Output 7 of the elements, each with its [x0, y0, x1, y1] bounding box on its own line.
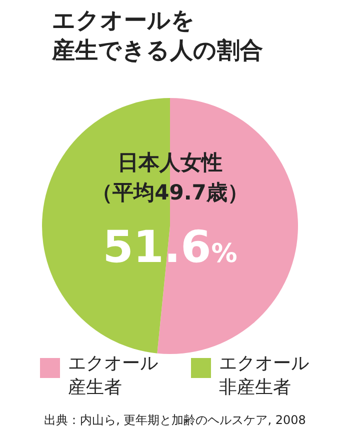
text: 日本人女性 [118, 150, 222, 174]
chart-title: エクオールを [52, 8, 195, 34]
source-note: 出典：内山ら, 更年期と加齢のヘルスケア, 2008 [43, 412, 307, 429]
text: （平均49.7歳） [92, 180, 248, 204]
legend-label: エクオール非産生者 [219, 352, 310, 400]
legend-label: エクオール産生者 [68, 352, 159, 400]
chart-subtitle: 産生できる人の割合 [52, 38, 263, 64]
